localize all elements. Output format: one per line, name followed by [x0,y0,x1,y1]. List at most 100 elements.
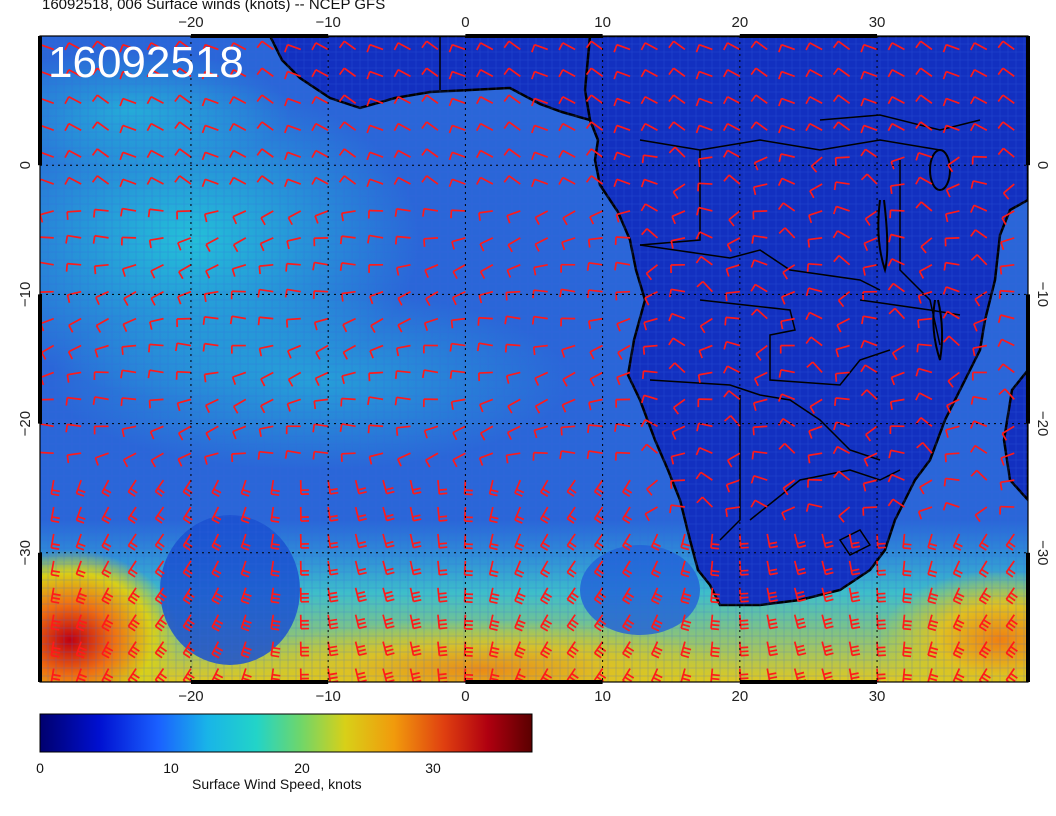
wind-barb [452,452,466,468]
wind-barb [650,668,663,682]
wind-barb [65,423,82,433]
wind-barb [64,176,82,185]
wind-barb [382,560,395,576]
wind-barb [614,423,631,432]
wind-barb [284,178,302,188]
wind-barb [613,178,631,188]
wind-barb [917,290,933,304]
wind-barb [585,175,604,185]
wind-barb [999,263,1015,275]
wind-barb [450,209,466,219]
wind-barb [231,263,247,277]
wind-barb [66,452,82,464]
wind-barb [449,369,466,379]
wind-barb [750,474,768,484]
wind-barb [834,397,850,406]
wind-barb [862,290,878,300]
wind-barb [75,560,86,578]
wind-barb [848,587,861,603]
wind-barb [452,425,466,441]
wind-barb [314,371,329,386]
wind-barb [174,40,192,51]
frame-ticks [38,34,1030,684]
wind-barb [228,69,247,78]
wind-barb [127,668,140,682]
wind-barb [860,97,878,107]
wind-barb [752,210,768,220]
wind-barb [393,122,411,132]
wind-barb [750,308,768,320]
wind-barb [695,124,713,134]
wind-barb [286,237,301,250]
wind-barb [650,533,661,551]
wind-barb [778,70,796,80]
wind-barb [259,237,274,252]
wind-barb [315,344,329,360]
wind-barb [943,477,960,487]
wind-barb [437,506,448,522]
wind-barb [354,506,367,522]
wind-barb [534,371,549,386]
wind-barb [228,149,247,159]
wind-barb [540,533,551,551]
wind-barb [807,237,823,248]
wind-barb [127,614,140,632]
wind-barb [751,450,768,460]
wind-barb [231,371,247,385]
wind-barb [915,151,933,161]
wind-barb [613,70,631,80]
wind-barb [182,560,193,578]
wind-barb [119,151,137,161]
wind-barb [75,668,87,682]
wind-barb [876,614,886,630]
wind-barb [201,124,219,134]
wind-barb [997,121,1015,131]
wind-barb [228,95,247,105]
wind-barb [696,496,713,508]
wind-barb [394,207,411,217]
wind-barb [423,237,439,247]
wind-barb [531,124,549,134]
wind-barb [902,641,912,658]
wind-barb [848,560,861,576]
wind-barb [463,668,474,682]
wind-barb [94,344,109,358]
wind-barb [50,560,60,577]
wind-barb [338,121,357,131]
lon-label-top: 20 [731,14,748,31]
wind-barb [585,148,604,158]
wind-barb [622,587,635,605]
wind-barb [640,69,658,78]
wind-barb [587,237,603,248]
wind-barb [613,43,631,53]
wind-barb [833,254,851,266]
wind-barb [421,175,439,185]
wind-barb [201,178,219,188]
wind-barb [382,533,395,549]
wind-barb [475,95,494,105]
wind-barb [696,280,714,293]
wind-barb [211,506,222,524]
wind-barb [970,204,988,213]
wind-barb [725,290,740,302]
wind-barb [738,560,749,576]
wind-barb [101,479,112,497]
wind-barb [585,94,604,104]
wind-barb [284,449,301,459]
wind-barb [997,147,1015,158]
wind-barb [540,614,553,632]
wind-barb [75,614,87,632]
wind-barb [284,70,302,80]
wind-barb [780,290,796,305]
wind-barb [260,398,274,414]
map-field [40,36,1028,682]
wind-barb [777,393,796,402]
wind-barb [201,97,219,107]
wind-barb [997,67,1015,78]
wind-barb [311,95,329,105]
wind-barb [997,94,1015,104]
wind-barb [560,317,576,327]
wind-barb [710,587,720,604]
wind-barb [341,371,356,385]
wind-barb [204,452,219,465]
